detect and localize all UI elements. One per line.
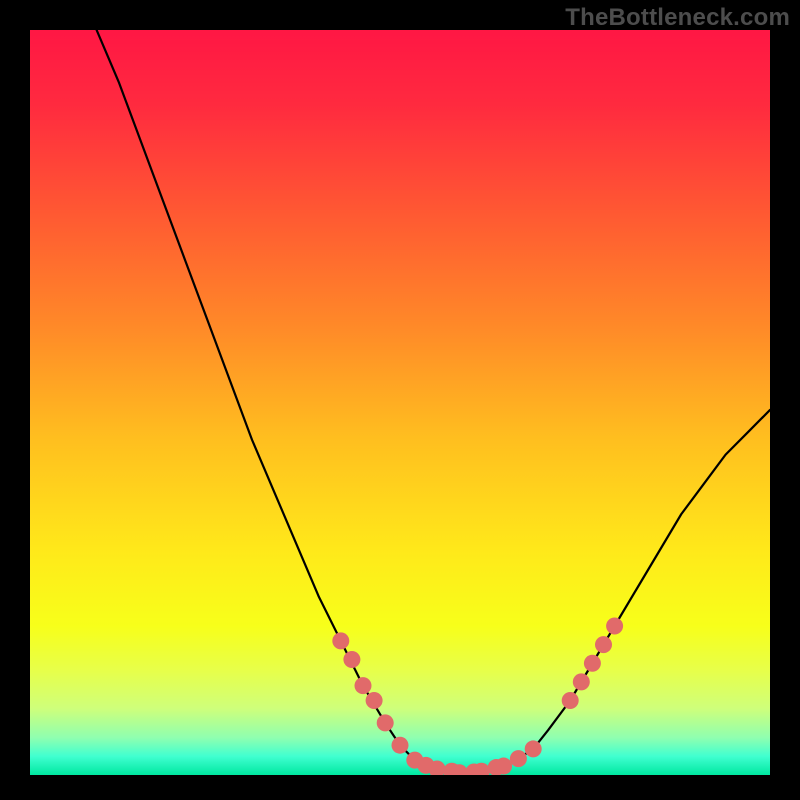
- marker-dot: [606, 618, 623, 635]
- marker-dot: [562, 692, 579, 709]
- marker-dot: [584, 655, 601, 672]
- marker-dot: [595, 636, 612, 653]
- marker-dot: [573, 673, 590, 690]
- marker-dot: [332, 632, 349, 649]
- marker-dot: [343, 651, 360, 668]
- marker-dots: [332, 618, 623, 776]
- marker-dot: [510, 750, 527, 767]
- watermark-text: TheBottleneck.com: [565, 4, 790, 32]
- marker-dot: [392, 737, 409, 754]
- marker-dot: [355, 677, 372, 694]
- marker-dot: [495, 758, 512, 775]
- chart-svg-layer: [30, 30, 770, 775]
- bottleneck-curve: [97, 30, 770, 773]
- marker-dot: [366, 692, 383, 709]
- marker-dot: [377, 714, 394, 731]
- marker-dot: [525, 740, 542, 757]
- chart-plot-area: [30, 30, 770, 775]
